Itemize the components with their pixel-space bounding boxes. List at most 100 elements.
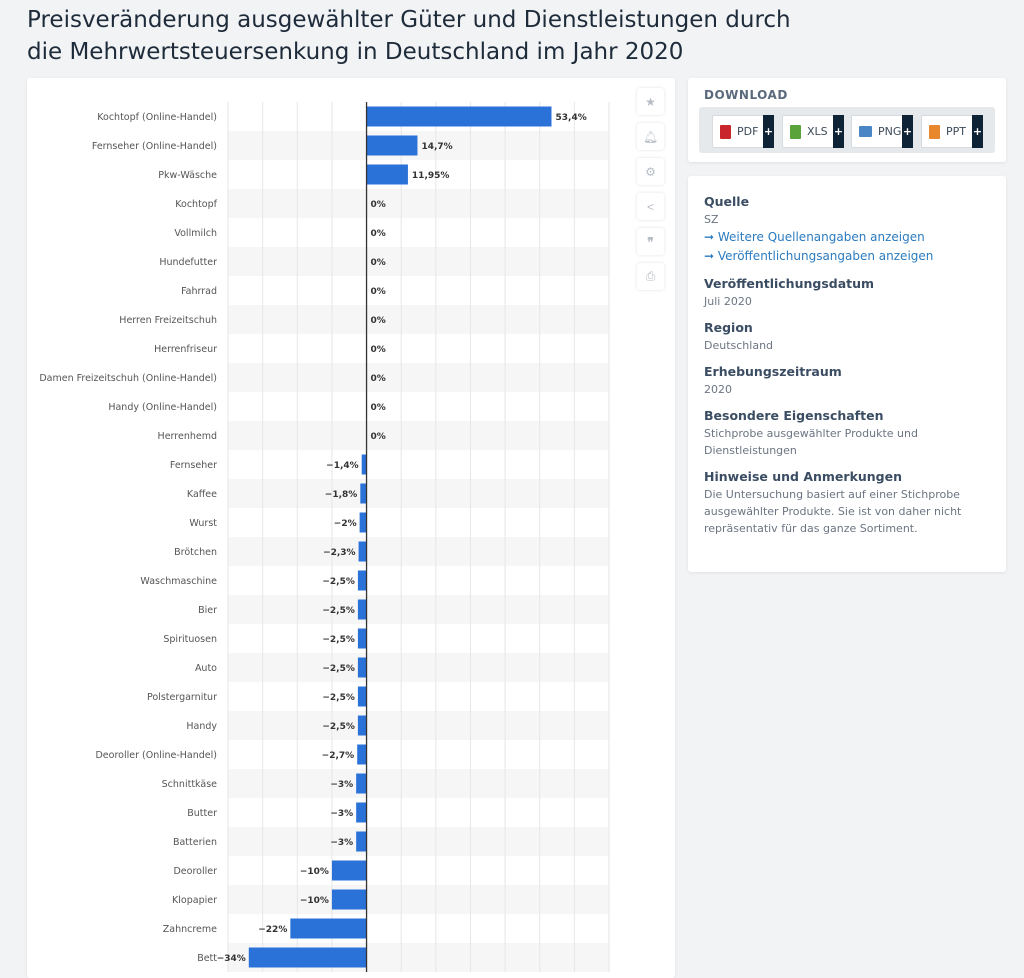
category-label: Kochtopf: [175, 199, 217, 210]
row-stripe: [228, 131, 609, 160]
value-label: −3%: [330, 780, 353, 790]
bar: [357, 686, 367, 707]
bar: [361, 454, 367, 475]
pdf-file-icon: [720, 124, 731, 139]
value-label: −22%: [258, 925, 287, 935]
chart-card: Kochtopf (Online-Handel) 53,4% Fernseher (…: [27, 78, 675, 978]
bar: [357, 570, 367, 591]
category-label: Deoroller: [173, 866, 217, 877]
row-stripe: [228, 595, 609, 624]
publication-date-value: Juli 2020: [704, 295, 752, 308]
bar: [331, 889, 367, 910]
row-stripe: [228, 421, 609, 450]
plus-icon[interactable]: +: [763, 115, 774, 148]
value-label: 53,4%: [556, 113, 587, 123]
bar: [356, 802, 367, 823]
value-label: −2,5%: [322, 693, 355, 703]
bar: [357, 599, 367, 620]
source-heading: Quelle: [704, 194, 750, 209]
value-label: 0%: [371, 200, 386, 210]
publication-info-link[interactable]: ➞ Veröffentlichungsangaben anzeigen: [704, 249, 934, 263]
row-stripe: [228, 305, 609, 334]
category-label: Handy (Online-Handel): [108, 402, 217, 413]
bar: [356, 831, 367, 852]
print-icon[interactable]: ⎙: [637, 263, 664, 290]
category-label: Herren Freizeitschuh: [119, 315, 217, 326]
category-label: Herrenfriseur: [154, 344, 217, 355]
value-label: −10%: [300, 896, 329, 906]
plus-icon[interactable]: +: [902, 115, 913, 148]
value-label: 11,95%: [412, 171, 450, 181]
row-stripe: [228, 537, 609, 566]
category-label: Spirituosen: [163, 634, 217, 645]
value-label: 0%: [371, 374, 386, 384]
page-title: Preisveränderung ausgewählter Güter und …: [27, 7, 791, 65]
bar: [248, 947, 367, 968]
category-label: Deoroller (Online-Handel): [95, 750, 217, 761]
category-label: Schnittkäse: [162, 779, 217, 790]
value-label: −2,5%: [322, 577, 355, 587]
chart-toolbar: ★ 🔔︎ ⚙ < ❞ ⎙: [637, 88, 664, 298]
category-label: Herrenhemd: [158, 431, 217, 442]
row-stripe: [228, 363, 609, 392]
bar-chart: Kochtopf (Online-Handel) 53,4% Fernseher (…: [39, 102, 610, 972]
notes-heading: Hinweise und Anmerkungen: [704, 469, 902, 484]
bar: [357, 744, 367, 765]
share-icon[interactable]: <: [637, 193, 664, 220]
value-label: 0%: [371, 345, 386, 355]
plus-icon[interactable]: +: [833, 115, 844, 148]
ppt-file-icon: [929, 124, 940, 139]
category-label: Klopapier: [172, 895, 217, 906]
survey-period-value: 2020: [704, 383, 732, 396]
bar: [357, 628, 367, 649]
value-label: 0%: [371, 287, 386, 297]
png-image-icon: [859, 126, 872, 137]
category-label: Fahrrad: [181, 286, 217, 297]
bar: [356, 773, 367, 794]
bar: [358, 541, 367, 562]
bar: [360, 483, 367, 504]
download-ppt-button[interactable]: PPT +: [921, 115, 983, 148]
value-label: 0%: [371, 229, 386, 239]
category-label: Fernseher: [170, 460, 217, 471]
category-label: Butter: [187, 808, 217, 819]
row-stripe: [228, 189, 609, 218]
download-buttons: PDF + XLS + PNG + PPT +: [699, 107, 995, 153]
download-card: DOWNLOAD PDF + XLS + PNG + PPT +: [688, 78, 1006, 162]
bell-icon[interactable]: 🔔︎: [637, 123, 664, 150]
quote-icon[interactable]: ❞: [637, 228, 664, 255]
category-label: Bett: [197, 953, 217, 964]
category-label: Batterien: [173, 837, 217, 848]
value-label: −3%: [330, 809, 353, 819]
row-stripe: [228, 653, 609, 682]
bar: [290, 918, 367, 939]
category-label: Waschmaschine: [140, 576, 217, 587]
category-label: Wurst: [189, 518, 217, 529]
download-png-button[interactable]: PNG +: [851, 115, 913, 148]
gear-icon[interactable]: ⚙: [637, 158, 664, 185]
category-label: Bier: [198, 605, 217, 616]
bar: [357, 715, 367, 736]
category-label: Damen Freizeitschuh (Online-Handel): [39, 373, 217, 384]
row-stripe: [228, 479, 609, 508]
category-label: Pkw-Wäsche: [158, 170, 217, 181]
value-label: −2,3%: [323, 548, 356, 558]
download-heading: DOWNLOAD: [704, 88, 788, 102]
more-sources-link[interactable]: ➞ Weitere Quellenangaben anzeigen: [704, 230, 925, 244]
star-icon[interactable]: ★: [637, 88, 664, 115]
ppt-label: PPT: [946, 125, 966, 138]
value-label: −2%: [334, 519, 357, 529]
png-label: PNG: [878, 125, 902, 138]
plus-icon[interactable]: +: [972, 115, 983, 148]
download-pdf-button[interactable]: PDF +: [712, 115, 774, 148]
pdf-label: PDF: [737, 125, 759, 138]
value-label: 0%: [371, 403, 386, 413]
value-label: −1,4%: [326, 461, 359, 471]
survey-period-heading: Erhebungszeitraum: [704, 364, 842, 379]
bar: [366, 135, 418, 156]
download-xls-button[interactable]: XLS +: [782, 115, 844, 148]
region-heading: Region: [704, 320, 753, 335]
value-label: 0%: [371, 258, 386, 268]
value-label: −2,5%: [322, 664, 355, 674]
row-stripe: [228, 247, 609, 276]
